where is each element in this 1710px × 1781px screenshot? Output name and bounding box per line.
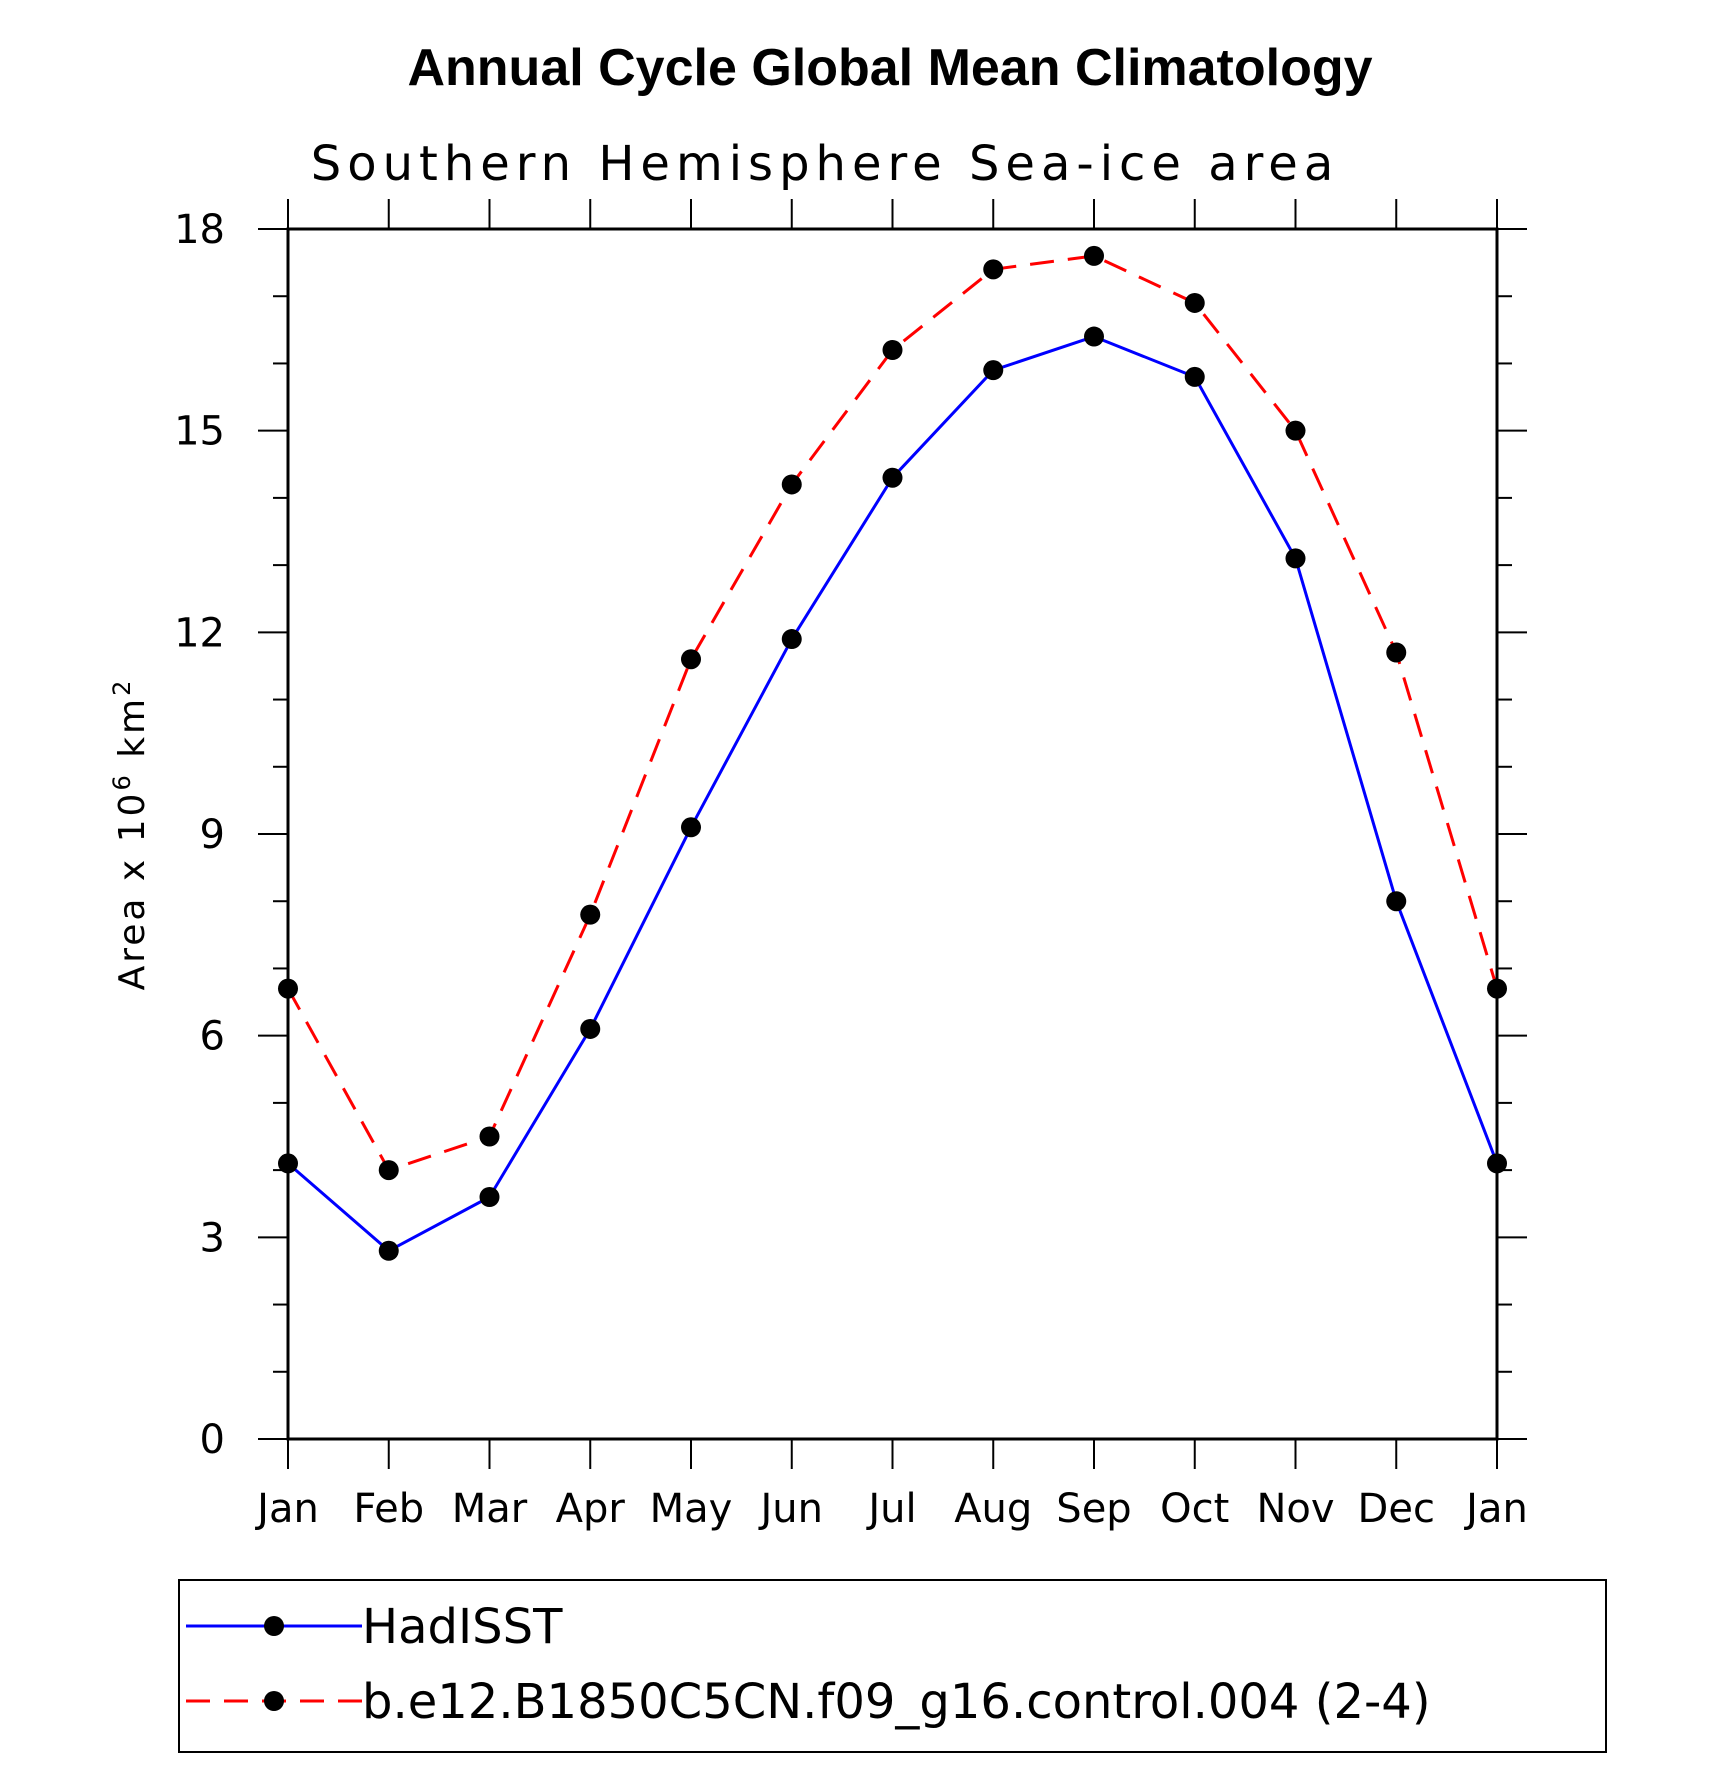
- legend-label-model: b.e12.B1850C5CN.f09_g16.control.004 (2-4…: [362, 1674, 1431, 1730]
- series-1-point: [1184, 292, 1205, 313]
- series-1-point: [378, 1160, 399, 1181]
- y-axis-label: Area x 106 km2: [108, 678, 153, 991]
- series-layer: [278, 245, 1507, 1261]
- legend-item-hadisst: HadISST: [186, 1599, 563, 1655]
- y-tick-label: 15: [174, 409, 225, 455]
- series-1-point: [1487, 978, 1507, 999]
- axis-ticks: [258, 199, 1527, 1469]
- series-0-point: [479, 1187, 500, 1207]
- series-1-point: [681, 649, 701, 670]
- series-0-point: [1084, 326, 1104, 347]
- x-tick-label: Jan: [1463, 1486, 1528, 1532]
- series-1-point: [1084, 245, 1104, 266]
- legend-label-hadisst: HadISST: [362, 1599, 563, 1655]
- y-label-exponent-2: 2: [108, 678, 136, 696]
- x-tick-label: Feb: [353, 1486, 424, 1532]
- legend-marker-hadisst: [264, 1616, 284, 1636]
- x-tick-label: Jul: [865, 1486, 916, 1532]
- x-tick-label: Mar: [452, 1486, 528, 1532]
- y-tick-labels: 0 3 6 9 12 15 18: [174, 207, 225, 1463]
- chart-title: Annual Cycle Global Mean Climatology: [407, 39, 1372, 97]
- series-0-point: [681, 817, 701, 838]
- x-tick-label: Apr: [556, 1486, 626, 1532]
- series-1-point: [580, 904, 601, 925]
- series-0-point: [983, 360, 1004, 381]
- series-0-point: [1285, 548, 1306, 569]
- y-label-exponent-1: 6: [108, 772, 136, 790]
- plot-frame: [286, 227, 1499, 1441]
- x-tick-label: May: [650, 1486, 733, 1532]
- y-label-unit: km: [112, 696, 153, 772]
- series-1-point: [1386, 642, 1407, 663]
- legend-box: [178, 1579, 1607, 1753]
- y-tick-label: 6: [200, 1014, 225, 1060]
- y-tick-label: 18: [174, 207, 225, 253]
- legend-item-model: b.e12.B1850C5CN.f09_g16.control.004 (2-4…: [186, 1674, 1431, 1730]
- x-tick-labels: Jan Feb Mar Apr May Jun Jul Aug Sep Oct Nov Dec Jan: [254, 1486, 1528, 1532]
- series-0-point: [580, 1018, 601, 1039]
- y-tick-label: 9: [200, 812, 225, 858]
- x-tick-label: Oct: [1160, 1486, 1229, 1532]
- y-tick-label: 0: [200, 1417, 225, 1463]
- series-0-point: [882, 467, 903, 488]
- series-0-point: [278, 1153, 298, 1174]
- series-line-1: [286, 254, 1499, 1172]
- series-1-point: [882, 340, 903, 360]
- series-1-point: [1285, 420, 1306, 441]
- chart-subtitle: Southern Hemisphere Sea-ice area: [311, 136, 1340, 192]
- x-tick-label: Dec: [1358, 1486, 1435, 1532]
- series-1-point: [479, 1126, 500, 1147]
- y-label-prefix: Area x 10: [112, 791, 153, 991]
- x-tick-label: Jan: [254, 1486, 319, 1532]
- x-tick-label: Nov: [1256, 1486, 1334, 1532]
- series-1-point: [983, 259, 1004, 280]
- legend-marker-model: [264, 1691, 284, 1711]
- y-tick-label: 12: [174, 610, 225, 656]
- series-1-point: [781, 474, 802, 495]
- series-0-point: [1386, 891, 1407, 912]
- series-0-point: [1487, 1153, 1507, 1174]
- x-tick-label: Aug: [954, 1486, 1032, 1532]
- x-tick-label: Jun: [758, 1486, 824, 1532]
- y-tick-label: 3: [200, 1215, 225, 1261]
- series-0-point: [1184, 366, 1205, 387]
- series-1-point: [278, 978, 298, 999]
- series-0-point: [378, 1240, 399, 1261]
- x-tick-label: Sep: [1056, 1486, 1131, 1532]
- series-0-point: [781, 629, 802, 650]
